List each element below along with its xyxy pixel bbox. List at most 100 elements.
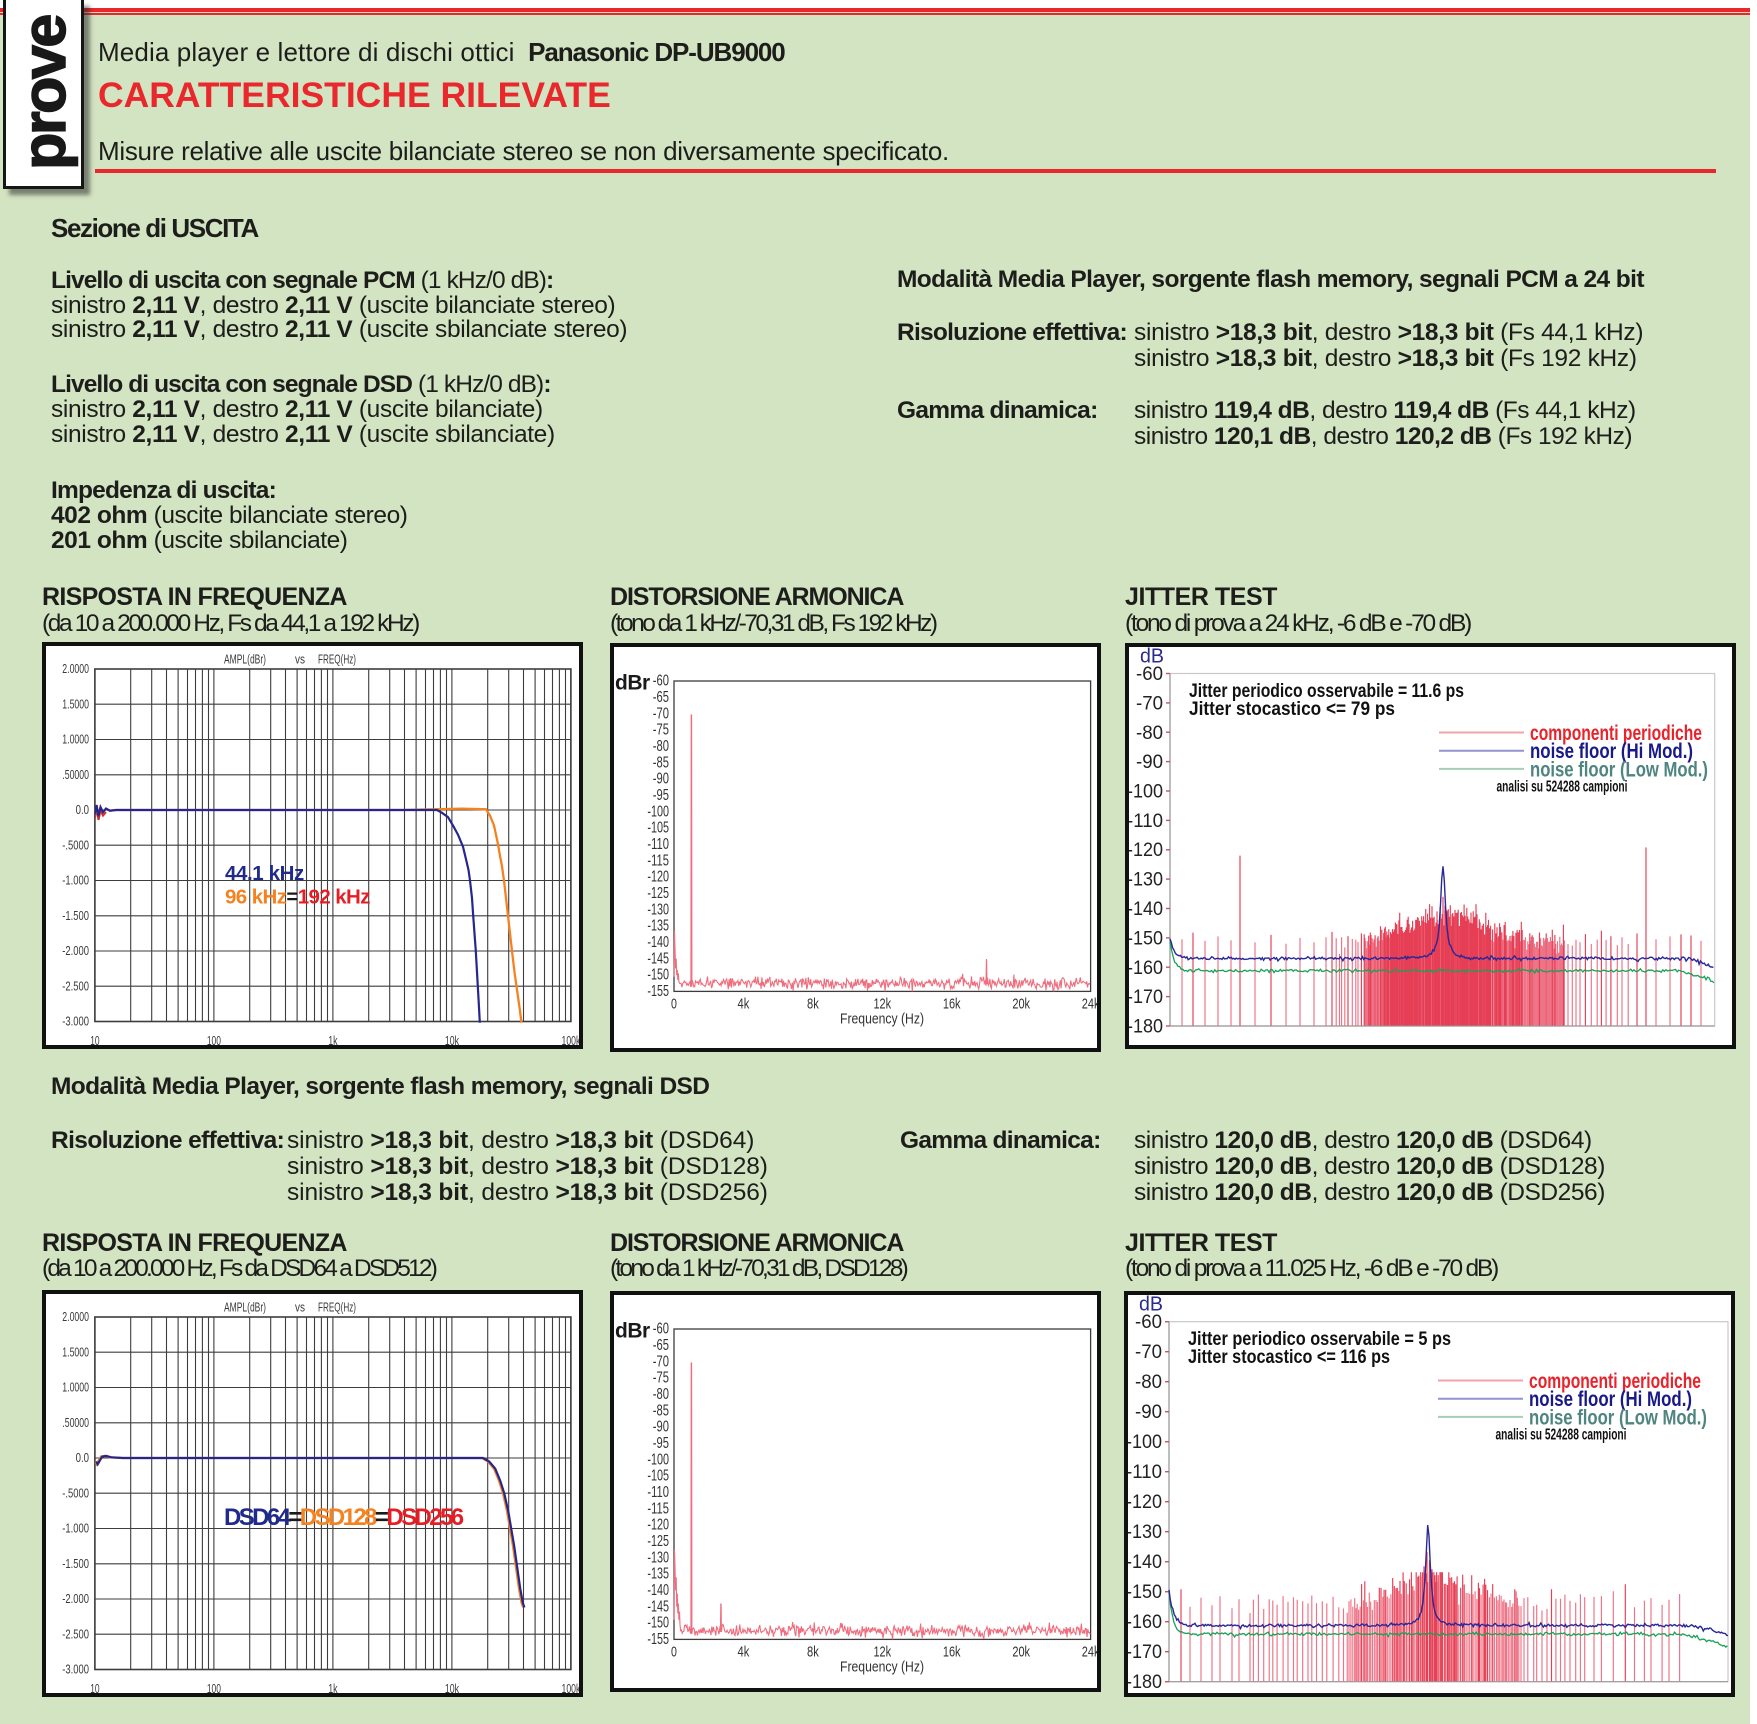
svg-text:dBr: dBr (615, 1320, 650, 1343)
svg-text:noise floor (Low Mod.): noise floor (Low Mod.) (1529, 1405, 1707, 1429)
svg-text:-95: -95 (653, 1435, 669, 1452)
svg-text:-120: -120 (1127, 839, 1163, 861)
svg-text:0: 0 (671, 1643, 677, 1660)
svg-text:Jitter stocastico <= 116 ps: Jitter stocastico <= 116 ps (1188, 1347, 1390, 1368)
svg-text:-115: -115 (647, 1500, 669, 1517)
svg-text:-145: -145 (647, 1598, 669, 1615)
svg-text:2.0000: 2.0000 (62, 662, 89, 676)
svg-text:vs: vs (295, 1301, 305, 1315)
svg-text:-110: -110 (1126, 1461, 1162, 1483)
svg-text:-90: -90 (653, 1419, 669, 1436)
svg-text:12k: 12k (873, 1643, 891, 1660)
svg-text:-1.500: -1.500 (62, 909, 89, 923)
svg-text:analisi su 524288 campioni: analisi su 524288 campioni (1497, 779, 1628, 796)
svg-text:-60: -60 (653, 1321, 669, 1338)
svg-text:-140: -140 (1127, 898, 1163, 920)
svg-text:-90: -90 (1135, 1401, 1162, 1423)
svg-text:8k: 8k (807, 995, 819, 1012)
svg-text:Jitter periodico osservabile: Jitter periodico osservabile = 5 ps (1188, 1329, 1451, 1350)
svg-text:-.5000: -.5000 (62, 838, 89, 852)
svg-text:-70: -70 (1135, 1341, 1162, 1363)
svg-text:-100: -100 (647, 803, 669, 820)
svg-text:.50000: .50000 (62, 1416, 89, 1430)
svg-text:-135: -135 (647, 1566, 669, 1583)
svg-text:20k: 20k (1012, 1643, 1030, 1660)
svg-text:Jitter stocastico <= 79 ps: Jitter stocastico <= 79 ps (1189, 699, 1395, 720)
svg-text:10: 10 (90, 1681, 99, 1696)
svg-text:.50000: .50000 (62, 768, 89, 782)
svg-text:dB: dB (1139, 1294, 1163, 1316)
svg-text:-150: -150 (647, 1615, 669, 1632)
svg-text:-85: -85 (653, 754, 669, 771)
svg-text:100: 100 (207, 1033, 221, 1048)
svg-text:-130: -130 (647, 1549, 669, 1566)
svg-text:1.0000: 1.0000 (62, 1381, 89, 1395)
svg-text:-75: -75 (653, 1370, 669, 1387)
svg-text:-120: -120 (647, 1517, 669, 1534)
svg-text:-130: -130 (1126, 1521, 1162, 1543)
svg-text:-60: -60 (1136, 663, 1163, 685)
svg-text:100: 100 (207, 1681, 221, 1696)
svg-text:12k: 12k (873, 995, 891, 1012)
svg-text:-125: -125 (647, 885, 669, 902)
svg-text:0.0: 0.0 (76, 1451, 89, 1465)
svg-text:-140: -140 (1126, 1551, 1162, 1573)
svg-text:2.0000: 2.0000 (62, 1310, 89, 1324)
svg-text:componenti periodiche: componenti periodiche (1529, 1369, 1701, 1393)
svg-text:1.5000: 1.5000 (62, 1346, 89, 1360)
svg-text:8k: 8k (807, 1643, 819, 1660)
svg-text:-170: -170 (1127, 986, 1163, 1008)
svg-text:-180: -180 (1127, 1016, 1163, 1038)
svg-text:16k: 16k (943, 995, 961, 1012)
svg-text:Frequency (Hz): Frequency (Hz) (840, 1658, 924, 1675)
svg-text:0.0: 0.0 (76, 803, 89, 817)
svg-text:analisi su 524288 campioni: analisi su 524288 campioni (1496, 1427, 1627, 1444)
svg-text:-110: -110 (647, 836, 669, 853)
svg-text:-115: -115 (647, 852, 669, 869)
svg-text:-110: -110 (1127, 810, 1163, 832)
svg-text:-3.000: -3.000 (62, 1015, 89, 1029)
svg-text:-85: -85 (653, 1402, 669, 1419)
svg-text:1.0000: 1.0000 (62, 733, 89, 747)
svg-text:-105: -105 (647, 820, 669, 837)
svg-text:24k: 24k (1082, 995, 1100, 1012)
svg-text:100k: 100k (562, 1033, 581, 1048)
svg-text:-150: -150 (1126, 1581, 1162, 1603)
svg-text:20k: 20k (1012, 995, 1030, 1012)
svg-text:-2.500: -2.500 (62, 979, 89, 993)
svg-text:-60: -60 (1135, 1311, 1162, 1333)
svg-text:-90: -90 (1136, 751, 1163, 773)
svg-text:-145: -145 (647, 950, 669, 967)
svg-text:-130: -130 (1127, 869, 1163, 891)
svg-text:100k: 100k (562, 1681, 581, 1696)
svg-text:-125: -125 (647, 1533, 669, 1550)
svg-text:16k: 16k (943, 1643, 961, 1660)
svg-text:vs: vs (295, 653, 305, 667)
svg-text:-100: -100 (1126, 1431, 1162, 1453)
svg-text:-1.500: -1.500 (62, 1557, 89, 1571)
svg-text:-160: -160 (1126, 1611, 1162, 1633)
svg-text:-70: -70 (653, 1353, 669, 1370)
svg-text:FREQ(Hz): FREQ(Hz) (318, 653, 356, 667)
svg-text:-150: -150 (1127, 927, 1163, 949)
svg-text:-3.000: -3.000 (62, 1663, 89, 1677)
svg-text:-80: -80 (653, 738, 669, 755)
svg-text:-95: -95 (653, 787, 669, 804)
svg-text:-75: -75 (653, 722, 669, 739)
svg-text:1.5000: 1.5000 (62, 698, 89, 712)
svg-text:4k: 4k (738, 995, 750, 1012)
svg-text:noise floor (Hi Mod.): noise floor (Hi Mod.) (1529, 1387, 1692, 1411)
svg-text:-160: -160 (1127, 957, 1163, 979)
svg-text:-100: -100 (647, 1451, 669, 1468)
svg-text:-155: -155 (647, 983, 669, 1000)
svg-text:-65: -65 (653, 689, 669, 706)
svg-text:-135: -135 (647, 918, 669, 935)
svg-text:-2.500: -2.500 (62, 1627, 89, 1641)
svg-text:10k: 10k (445, 1033, 459, 1048)
svg-text:-110: -110 (647, 1484, 669, 1501)
svg-text:dB: dB (1140, 646, 1164, 668)
svg-text:10k: 10k (445, 1681, 459, 1696)
svg-text:1k: 1k (328, 1681, 338, 1696)
svg-text:-120: -120 (647, 869, 669, 886)
svg-text:-2.000: -2.000 (62, 1592, 89, 1606)
